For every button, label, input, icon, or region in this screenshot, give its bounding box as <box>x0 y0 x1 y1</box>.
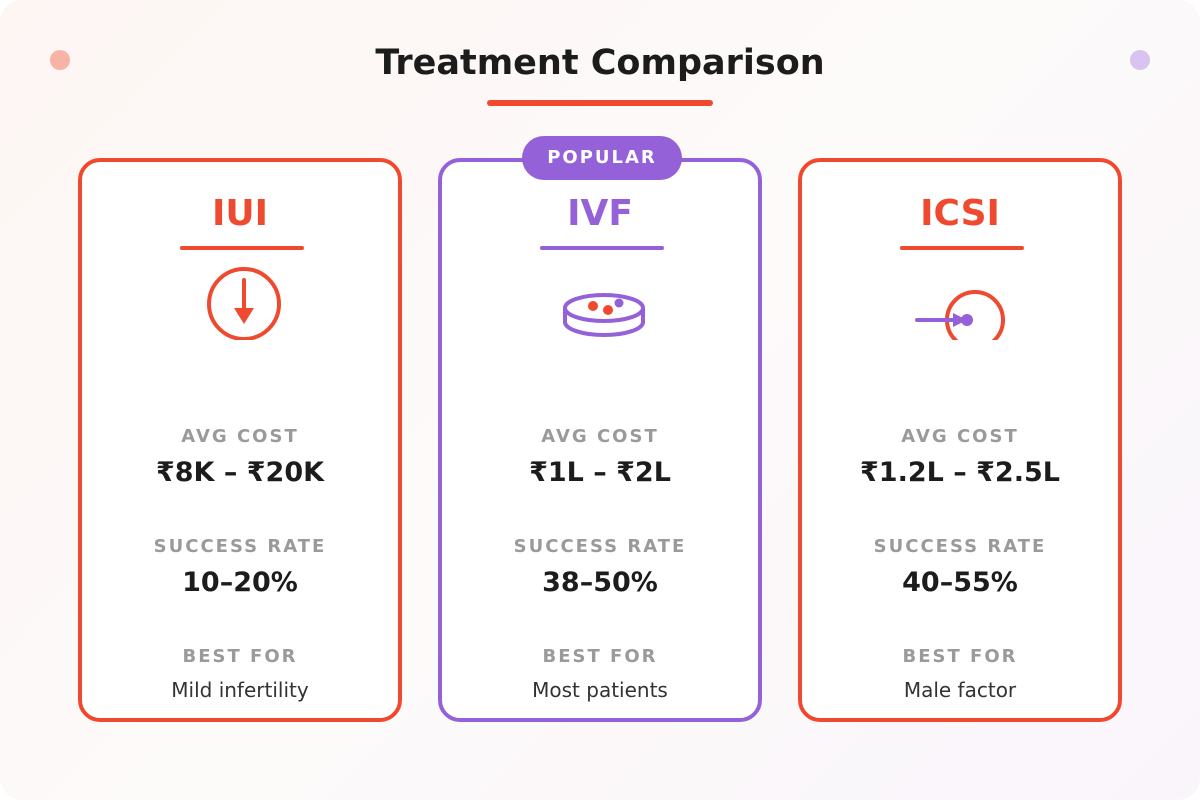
best-for-value: Most patients <box>532 678 668 702</box>
title-underline <box>487 100 713 106</box>
best-for-label: BEST FOR <box>542 646 658 667</box>
avg-cost-value: ₹1L – ₹2L <box>529 457 671 488</box>
arrow-down-circle-icon <box>207 267 281 340</box>
card-title-rule <box>540 246 664 250</box>
success-rate-label: SUCCESS RATE <box>513 536 687 557</box>
popular-badge: POPULAR <box>522 136 682 180</box>
best-for-value: Mild infertility <box>171 678 309 702</box>
avg-cost-label: AVG COST <box>541 426 659 447</box>
petri-dish-icon <box>563 293 645 337</box>
card-ivf: POPULAR IVF AVG COST ₹1L – ₹2L SUCCESS R… <box>438 136 762 722</box>
best-for-label: BEST FOR <box>182 646 298 667</box>
success-rate-value: 38–50% <box>542 567 658 598</box>
avg-cost-value: ₹1.2L – ₹2.5L <box>860 457 1060 488</box>
injection-circle-icon <box>915 290 1005 340</box>
decor-dot-right <box>1130 50 1150 70</box>
success-rate-label: SUCCESS RATE <box>873 536 1047 557</box>
card-title: ICSI <box>920 193 1000 234</box>
success-rate-label: SUCCESS RATE <box>153 536 327 557</box>
success-rate-value: 40–55% <box>902 567 1018 598</box>
card-title: IUI <box>211 193 269 234</box>
card-title: IVF <box>567 193 633 234</box>
success-rate-value: 10–20% <box>182 567 298 598</box>
avg-cost-label: AVG COST <box>901 426 1019 447</box>
best-for-label: BEST FOR <box>902 646 1018 667</box>
avg-cost-value: ₹8K – ₹20K <box>155 457 325 488</box>
card-title-rule <box>900 246 1024 250</box>
card-title-rule <box>180 246 304 250</box>
avg-cost-label: AVG COST <box>181 426 299 447</box>
card-icsi: ICSI AVG COST ₹1.2L – ₹2.5L SUCCESS RATE… <box>798 158 1122 722</box>
page-title: Treatment Comparison <box>375 43 825 83</box>
best-for-value: Male factor <box>903 678 1017 702</box>
card-iui: IUI AVG COST ₹8K – ₹20K SUCCESS RATE 10–… <box>78 158 402 722</box>
decor-dot-left <box>50 50 70 70</box>
